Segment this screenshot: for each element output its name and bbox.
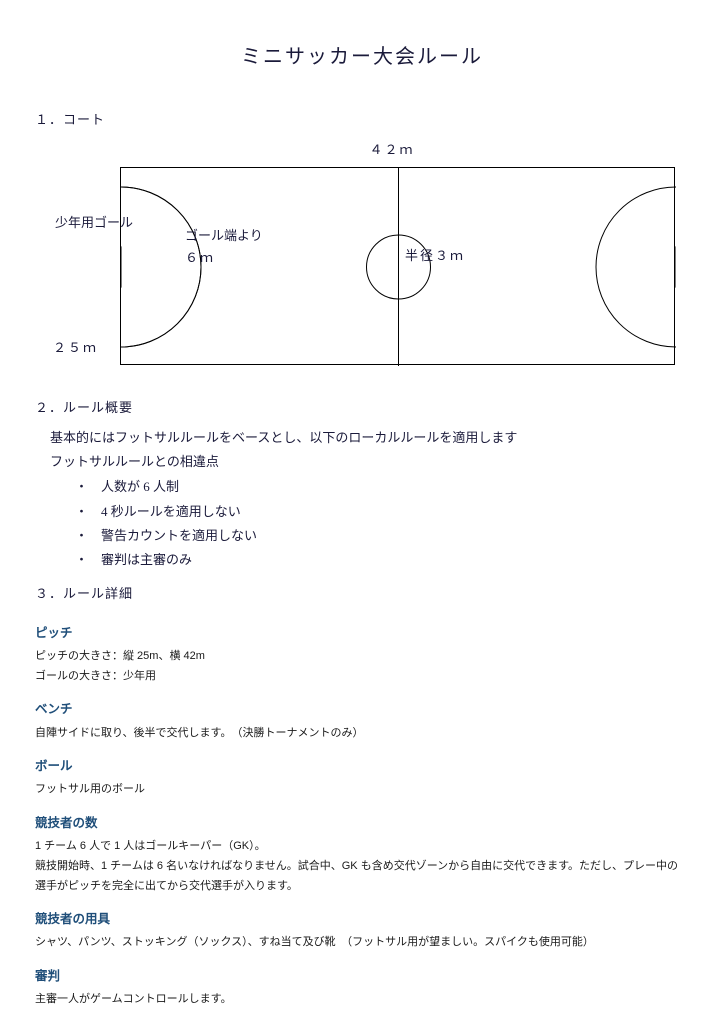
bench-detail-1: 自陣サイドに取り、後半で交代します。 （決勝トーナメントのみ） — [35, 725, 689, 743]
bullet-item: ・ 4 秒ルールを適用しない — [75, 501, 689, 523]
section3-heading: ３．ルール詳細 — [35, 583, 689, 605]
court-width-label: ４２ｍ — [35, 139, 689, 161]
bullet-item: ・ 警告カウントを適用しない — [75, 525, 689, 547]
right-penalty-area — [596, 187, 676, 347]
section2-line1: 基本的にはフットサルルールをベースとし、以下のローカルルールを適用します — [50, 427, 689, 449]
court-diagram-wrap: 少年用ゴール ２５ｍ ゴール端より ６ｍ 半径３ｍ — [35, 167, 689, 387]
pitch-detail-2: ゴールの大きさ：少年用 — [35, 668, 689, 686]
subhead-pitch: ピッチ — [35, 623, 689, 644]
section1-heading: １．コート — [35, 109, 689, 131]
subhead-equip: 競技者の用具 — [35, 909, 689, 930]
goal-distance-note2: ６ｍ — [185, 247, 215, 269]
players-detail-2: 競技開始時、1 チームは 6 名いなければなりません。試合中、GK も含め交代ゾ… — [35, 858, 689, 876]
subhead-ref: 審判 — [35, 966, 689, 987]
ball-detail-1: フットサル用のボール — [35, 781, 689, 799]
section2-line2: フットサルルールとの相違点 — [50, 451, 689, 473]
goal-distance-note1: ゴール端より — [185, 225, 263, 247]
equip-detail-1: シャツ、パンツ、ストッキング（ソックス）、すね当て及び靴 （フットサル用が望まし… — [35, 934, 689, 952]
bullet-item: ・ 人数が 6 人制 — [75, 476, 689, 498]
players-detail-1: 1 チーム 6 人で 1 人はゴールキーパー（GK）。 — [35, 838, 689, 856]
players-detail-3: 選手がピッチを完全に出てから交代選手が入ります。 — [35, 878, 689, 896]
subhead-ball: ボール — [35, 756, 689, 777]
subhead-bench: ベンチ — [35, 699, 689, 720]
goal-type-label: 少年用ゴール — [55, 212, 133, 234]
section2-bullets: ・ 人数が 6 人制 ・ 4 秒ルールを適用しない ・ 警告カウントを適用しない… — [75, 476, 689, 570]
subhead-players: 競技者の数 — [35, 813, 689, 834]
ref-detail-1: 主審一人がゲームコントロールします。 — [35, 991, 689, 1009]
section2-heading: ２．ルール概要 — [35, 397, 689, 419]
pitch-detail-1: ピッチの大きさ：縦 25m、横 42m — [35, 648, 689, 666]
bullet-item: ・ 審判は主審のみ — [75, 549, 689, 571]
page-title: ミニサッカー大会ルール — [35, 40, 689, 74]
center-radius-label: 半径３ｍ — [405, 245, 465, 267]
court-height-label: ２５ｍ — [53, 337, 98, 359]
